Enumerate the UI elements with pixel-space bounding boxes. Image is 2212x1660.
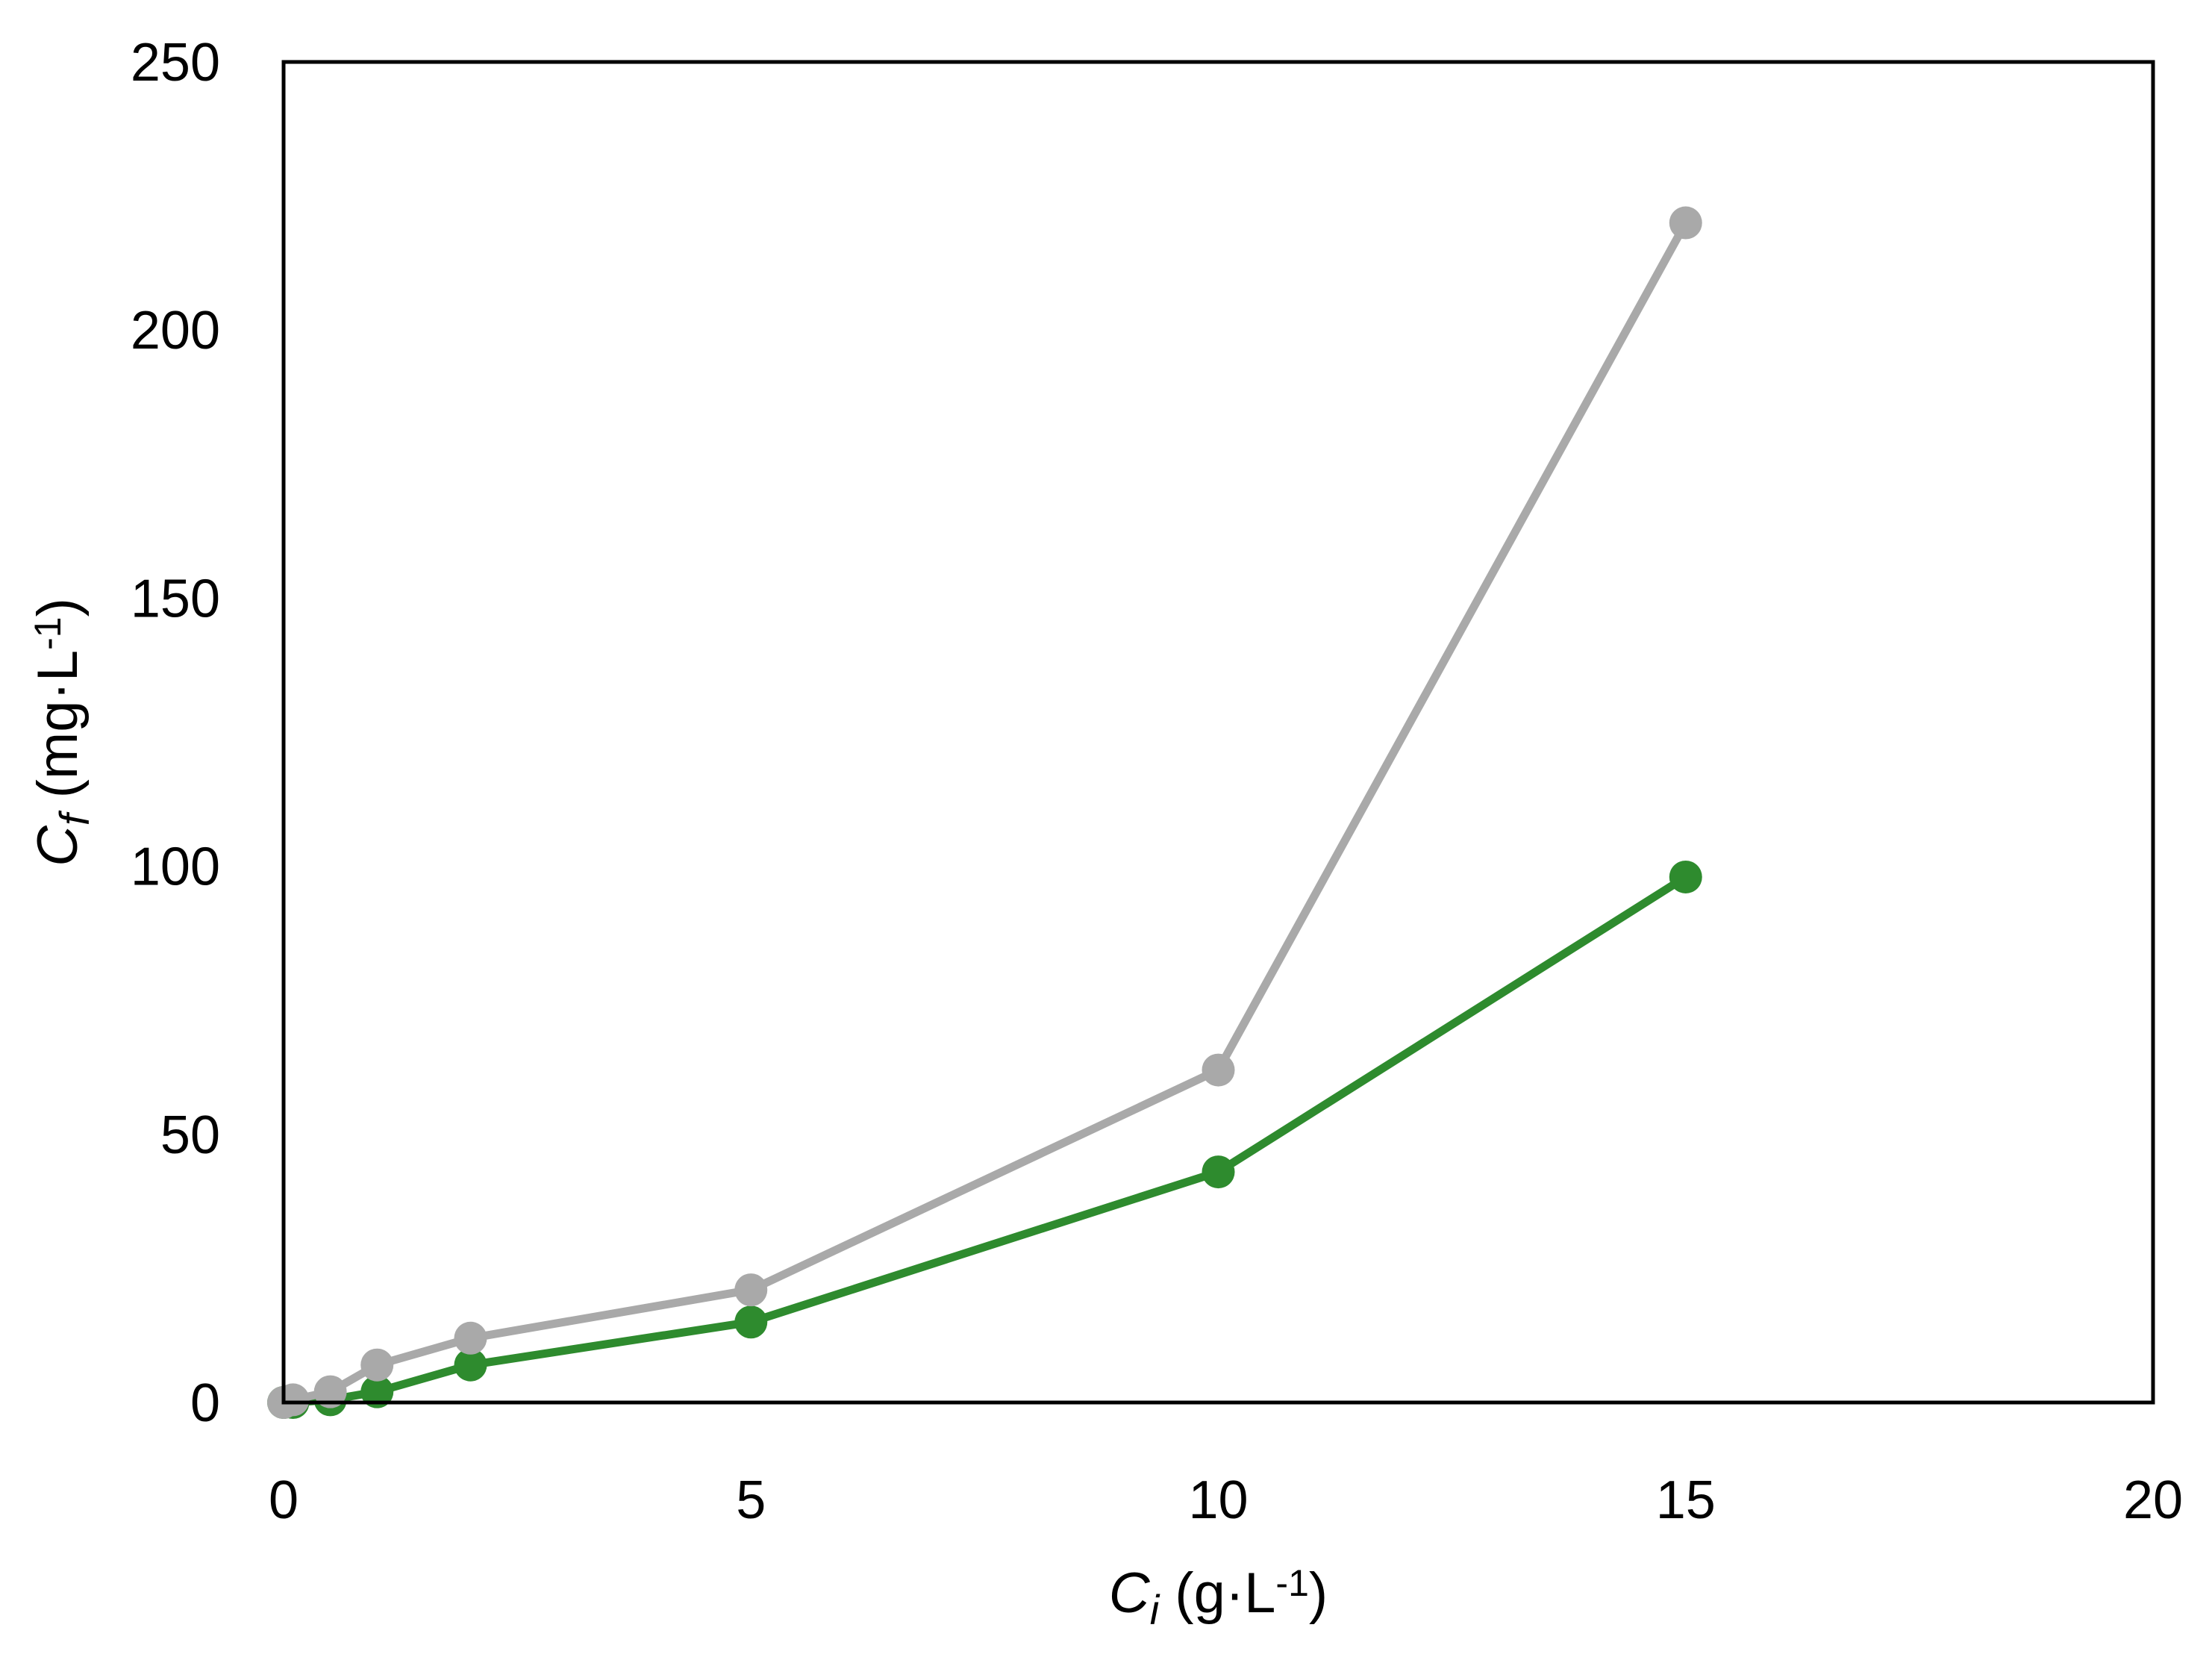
x-axis-ticks: 0 5 10 15 20 [269, 1470, 2183, 1530]
x-tick-label: 20 [2123, 1470, 2183, 1530]
y-tick-label: 250 [131, 33, 220, 93]
series-2-point [360, 1348, 394, 1382]
y-tick-label: 100 [131, 837, 220, 897]
x-tick-label: 5 [736, 1470, 766, 1530]
series-1-point [734, 1305, 768, 1339]
series-2-point [1202, 1053, 1235, 1087]
x-tick-label: 10 [1188, 1470, 1248, 1530]
series-2 [267, 206, 1702, 1419]
series-2-point [734, 1273, 768, 1307]
y-axis-title-unit: (mg·L [26, 650, 90, 814]
y-tick-label: 50 [160, 1105, 220, 1165]
series-1-point [360, 1375, 394, 1408]
x-tick-label: 0 [269, 1470, 299, 1530]
y-tick-label: 0 [190, 1373, 220, 1433]
series-2-point [313, 1375, 347, 1408]
y-tick-label: 150 [131, 569, 220, 628]
y-axis-title-unit-close: ) [26, 598, 90, 617]
x-axis-title: Ci (g·L-1) [1109, 1561, 1328, 1633]
series-2-point [276, 1383, 310, 1417]
series-2-point [454, 1321, 487, 1355]
x-axis-title-unit-exponent: -1 [1275, 1562, 1308, 1604]
plot-area-frame [281, 60, 2155, 1405]
series-2-point [1669, 206, 1702, 240]
x-tick-label: 15 [1656, 1470, 1716, 1530]
x-axis-title-subscript: i [1150, 1586, 1160, 1633]
y-axis-title: Cf (mg·L-1) [26, 598, 98, 867]
x-axis-title-unit-close: ) [1309, 1561, 1328, 1625]
series-1-point [1202, 1155, 1235, 1189]
y-tick-label: 200 [131, 301, 220, 361]
x-axis-title-symbol: C [1109, 1561, 1151, 1625]
y-axis-title-symbol: C [26, 825, 90, 867]
y-axis-title-unit-exponent: -1 [27, 617, 69, 649]
series-1-point [1669, 860, 1702, 893]
x-axis-title-unit: (g·L [1159, 1561, 1275, 1625]
series-1-point [454, 1348, 487, 1382]
y-axis-ticks: 0 50 100 150 200 250 [131, 33, 220, 1433]
